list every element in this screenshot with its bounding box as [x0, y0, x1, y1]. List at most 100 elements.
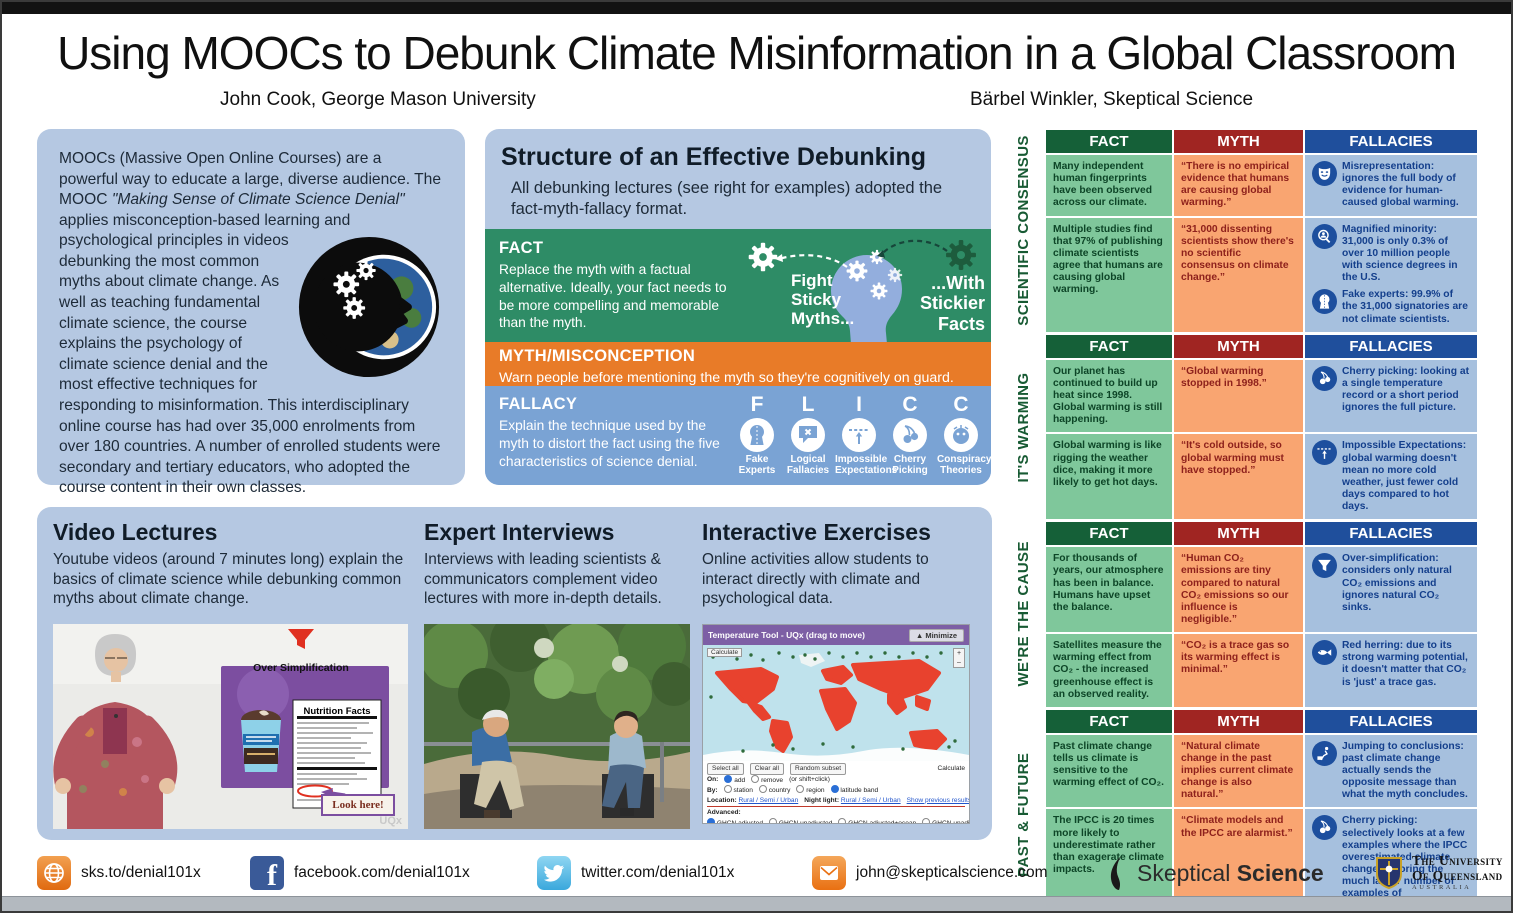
flicc-impossible-expectations: I Impossible Expectations [835, 393, 898, 477]
look-here-callout: Look here! [321, 794, 395, 816]
interactive-exercises-title: Interactive Exercises [702, 519, 931, 545]
select-all-button[interactable]: Select all [707, 763, 744, 775]
video-lectures-title: Video Lectures [53, 519, 218, 545]
cherry-icon [1312, 815, 1337, 841]
add-radio[interactable]: add [724, 774, 745, 786]
nutrition-facts-title: Nutrition Facts [303, 706, 371, 717]
fact-text: Replace the myth with a factual alternat… [499, 262, 727, 331]
column-header-fallacies: FALLACIES [1305, 130, 1477, 153]
section-label: SCIENTIFIC CONSENSUS [1015, 135, 1033, 327]
flicc-row: F Fake Experts L Logical Fallacies I Imp… [733, 393, 991, 477]
column-header-myth: MYTH [1174, 334, 1303, 358]
ghcn-adjusted-ocean-radio[interactable]: GHCN adjusted+ocean [838, 817, 916, 823]
expert-interviews-title: Expert Interviews [424, 519, 615, 545]
course-features-box: Video Lectures Youtube videos (around 7 … [37, 507, 992, 840]
myth-heading: MYTH/MISCONCEPTION [499, 347, 696, 366]
calculate-map-button[interactable]: Calculate [707, 648, 743, 657]
country-radio[interactable]: country [758, 785, 790, 796]
expert-interview-thumbnail [424, 624, 690, 829]
intro-text-1: MOOCs (Massive Open Online Courses) are … [59, 150, 441, 209]
station-map[interactable]: Calculate + – [703, 645, 969, 761]
intro-paragraph: MOOCs (Massive Open Online Courses) are … [37, 129, 465, 499]
interactive-exercises-text: Online activities allow students to inte… [702, 551, 929, 608]
fallacy-cell: Misrepresentation: ignores the full body… [1305, 155, 1477, 216]
flicc-logical-fallacies: L Logical Fallacies [786, 393, 830, 477]
flicc-cherry-picking: C Cherry Picking [892, 393, 928, 477]
fact-heading: FACT [499, 239, 544, 258]
column-header-fallacies: FALLACIES [1305, 709, 1477, 733]
temperature-tool-title: Temperature Tool - UQx (drag to move) [708, 630, 865, 640]
footer-web-link[interactable]: sks.to/denial101x [37, 854, 201, 892]
top-black-bar [2, 2, 1511, 14]
mail-icon [812, 856, 846, 890]
facebook-icon: f [250, 856, 284, 890]
region-radio[interactable]: region [796, 785, 825, 796]
footer-email-link[interactable]: john@skepticalscience.com [812, 854, 1048, 892]
calculate-link[interactable]: Calculate [937, 765, 966, 772]
minimize-button[interactable]: ▲ Minimize [908, 628, 964, 642]
flicc-conspiracy-theories: C Conspiracy Theories [937, 393, 991, 477]
author-right: Bärbel Winkler, Skeptical Science [970, 89, 1254, 110]
video-lectures-text: Youtube videos (around 7 minutes long) e… [53, 551, 404, 608]
head-silhouette [831, 255, 902, 343]
section-its-warming: IT'S WARMING FACT MYTH FALLACIES Our pla… [1002, 334, 1480, 520]
column-header-myth: MYTH [1174, 522, 1303, 546]
myth-cell: “CO₂ is a trace gas so its warming effec… [1174, 634, 1303, 707]
nightlight-links[interactable]: Rural / Semi / Urban [840, 796, 901, 804]
leaf-icon [1110, 856, 1121, 890]
fallacy-text: Explain the technique used by the myth t… [499, 418, 720, 469]
fight-sticky-myths-caption: Fight Sticky Myths... [791, 271, 855, 329]
latitude-band-radio[interactable]: latitude band [830, 785, 878, 796]
cherry-icon [1312, 365, 1337, 391]
structure-title: Structure of an Effective Debunking [501, 143, 927, 171]
column-header-fact: FACT [1046, 130, 1172, 153]
footer-twitter-link[interactable]: twitter.com/denial101x [537, 854, 734, 892]
fact-cell: Past climate change tells us climate is … [1046, 734, 1172, 808]
clear-all-button[interactable]: Clear all [749, 763, 784, 775]
myth-cell: “Natural climate change in the past impl… [1174, 734, 1303, 808]
ghcn-adjusted-radio[interactable]: GHCN adjusted [707, 817, 763, 823]
section-label: IT'S WARMING [1015, 371, 1033, 482]
myth-cell: “Human CO₂ emissions are tiny compared t… [1174, 547, 1303, 633]
random-subset-button[interactable]: Random subset [789, 763, 847, 775]
page-title: Using MOOCs to Debunk Climate Misinforma… [57, 27, 1457, 79]
video-lectures-column: Video Lectures Youtube videos (around 7 … [53, 519, 415, 609]
twitter-icon [537, 856, 571, 890]
myth-cell: “It's cold outside, so global warming mu… [1174, 434, 1303, 520]
advanced-label: Advanced: [707, 809, 741, 817]
skeptical-science-logo: Skeptical Science [1107, 854, 1324, 892]
column-header-fact: FACT [1046, 334, 1172, 358]
intro-box: MOOCs (Massive Open Online Courses) are … [37, 129, 465, 496]
show-previous-results-link[interactable]: Show previous results [906, 796, 970, 804]
temperature-tool-titlebar[interactable]: Temperature Tool - UQx (drag to move) ▲ … [703, 625, 969, 645]
footer-facebook-link[interactable]: f facebook.com/denial101x [250, 854, 470, 892]
magnified-minority-icon [1312, 223, 1337, 249]
column-header-fact: FACT [1046, 709, 1172, 733]
remove-radio[interactable]: remove [751, 774, 783, 786]
fact-cell: Satellites measure the warming effect fr… [1046, 634, 1172, 707]
fallacy-heading: FALLACY [499, 395, 578, 414]
myth-band: MYTH/MISCONCEPTION Warn people before me… [485, 342, 991, 387]
cherry-picking-icon [893, 418, 927, 453]
fight-sticky-myths-graphic: Fight Sticky Myths... ...With Stickier F… [729, 229, 991, 343]
intro-text-3: psychological principles in videos debun… [59, 232, 441, 497]
over-simplification-label: Over Simplification [253, 662, 349, 674]
impossible-expectations-icon [842, 418, 876, 453]
structure-subtitle: All debunking lectures (see right for ex… [511, 179, 943, 218]
station-radio[interactable]: station [723, 785, 753, 796]
brain-earth-gears-icon [295, 233, 443, 381]
zoom-controls[interactable]: + – [953, 648, 965, 669]
fallacy-cell: Cherry picking: looking at a single temp… [1305, 359, 1477, 433]
temperature-tool-controls: Select all Clear all Random subset Calcu… [703, 761, 970, 823]
fact-cell: Global warming is like rigging the weath… [1046, 434, 1172, 520]
fact-cell: For thousands of years, our atmosphere h… [1046, 547, 1172, 633]
impossible-expectations-icon [1312, 440, 1337, 466]
expert-interviews-text: Interviews with leading scientists & com… [424, 551, 662, 608]
ghcn-unadjusted-radio[interactable]: GHCN unadjusted [769, 817, 832, 823]
location-links[interactable]: Rural / Semi / Urban [738, 796, 799, 804]
expert-interviews-column: Expert Interviews Interviews with leadin… [424, 519, 696, 609]
temperature-tool-thumbnail: Temperature Tool - UQx (drag to move) ▲ … [702, 624, 970, 824]
ghcn-unadjusted-ocean-radio[interactable]: GHCN unadjusted+ocean [922, 817, 969, 823]
intro-text-2: applies misconception-based learning and [59, 211, 351, 229]
logical-fallacies-icon [791, 418, 825, 453]
